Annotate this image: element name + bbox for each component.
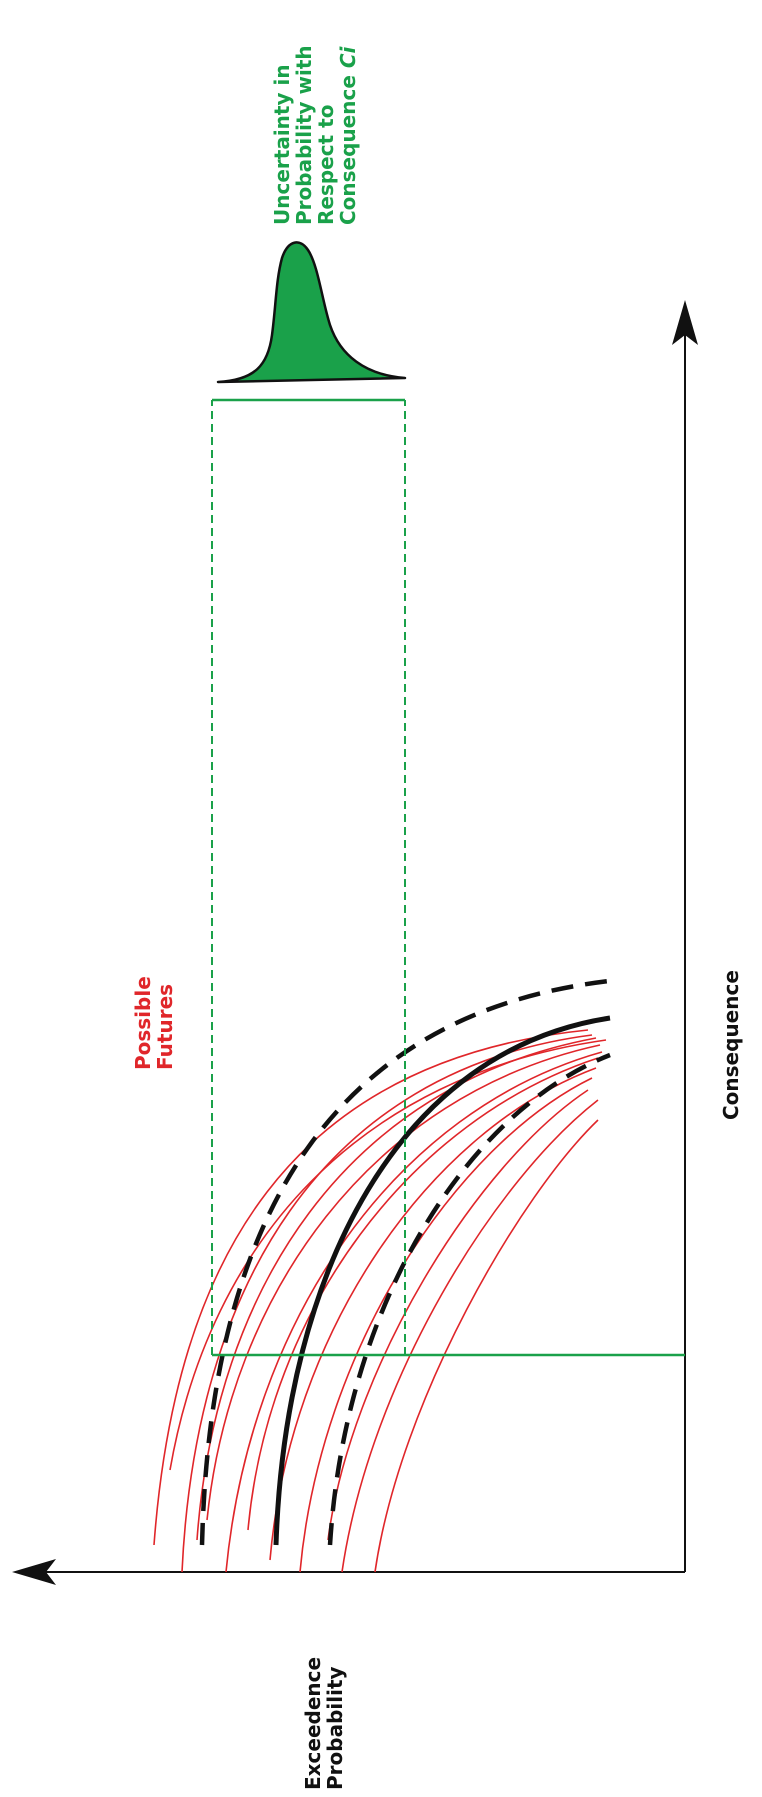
possible-futures-label: Possible Futures: [131, 969, 177, 1070]
uncertainty-line-2: Probability with: [292, 45, 316, 225]
future-curve: [206, 1044, 601, 1521]
future-curve: [269, 1067, 597, 1561]
future-curve: [374, 1119, 599, 1573]
future-curve: [327, 1089, 589, 1541]
possible-futures-line-2: Futures: [153, 984, 177, 1070]
central-curve: [273, 1015, 611, 1546]
arrow-left-head-icon: [12, 1559, 56, 1585]
future-curve: [341, 1099, 599, 1573]
uncertainty-line-1: Uncertainty in: [270, 64, 294, 225]
future-curve: [225, 1051, 603, 1573]
uncertainty-line-4: Consequence: [336, 68, 360, 225]
lower-bound-curve: [327, 1052, 611, 1546]
probability-distribution: [216, 241, 407, 384]
uncertainty-label: Uncertainty in Probability with Respect …: [270, 38, 360, 225]
possible-futures-curves: [153, 1029, 607, 1573]
future-curve: [247, 1057, 599, 1531]
y-axis-label: Exceedence Probability: [301, 1650, 347, 1790]
y-axis-line-1: Exceedence: [301, 1657, 325, 1790]
uncertainty-ci: Ci: [336, 45, 360, 68]
bound-curves: [199, 977, 619, 1546]
future-curve: [169, 1039, 607, 1471]
upper-bound-curve: [199, 977, 619, 1546]
future-curve: [153, 1029, 589, 1546]
future-curve: [181, 1034, 593, 1573]
uncertainty-box: [211, 398, 685, 1357]
possible-futures-line-1: Possible: [131, 976, 155, 1070]
x-axis-label: Consequence: [719, 970, 743, 1120]
axes: [12, 300, 698, 1585]
arrow-up-head-icon: [672, 300, 698, 345]
uncertainty-line-3: Respect to: [314, 105, 338, 225]
y-axis-line-2: Probability: [323, 1666, 347, 1790]
